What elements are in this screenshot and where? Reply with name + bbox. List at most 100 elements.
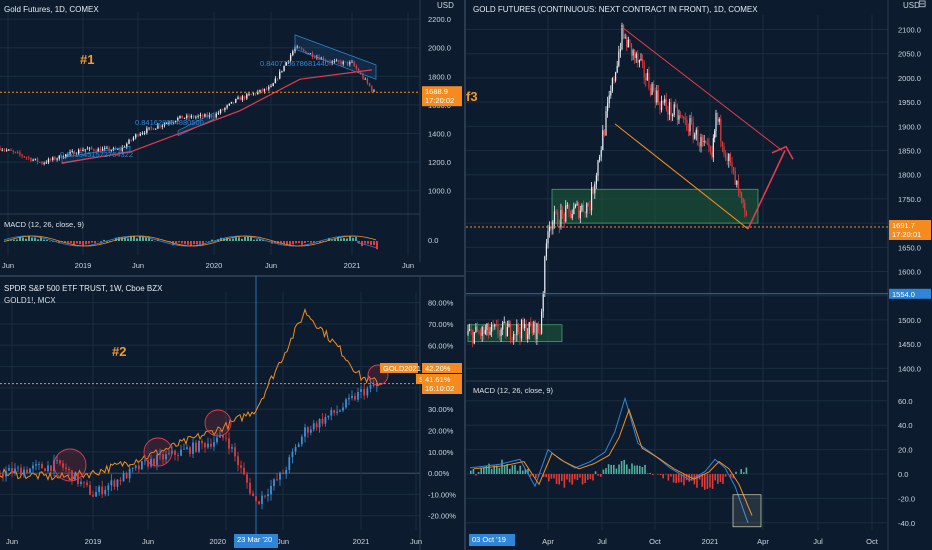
pane1-macd-bar	[127, 238, 129, 241]
pane3-macd-bar	[509, 468, 511, 474]
pane3-macd-bar	[597, 474, 599, 476]
pane1-macd-bar	[241, 238, 243, 241]
pane1-candle	[283, 65, 285, 71]
pane3-candle	[700, 137, 702, 147]
pane3-macd-bar	[641, 466, 644, 474]
pane2-spy-candle	[327, 415, 330, 418]
pane3-macd-bar	[600, 474, 602, 477]
pane1-candle	[84, 149, 86, 151]
pane1-macd-bar	[43, 239, 45, 241]
pane1-candle	[265, 88, 268, 90]
pane3-candle	[553, 211, 556, 223]
pane3-macd-bar	[706, 474, 709, 489]
pane2-subtitle: GOLD1!, MCX	[4, 296, 56, 305]
pane3-candle	[643, 62, 645, 78]
pane2-pct-tick: 80.00%	[428, 299, 454, 308]
pane3-candle	[717, 112, 719, 122]
pane3-macd-bar	[618, 464, 620, 474]
pane1-candle	[148, 127, 150, 129]
pane1-macd-bar	[142, 236, 144, 241]
pane1-candle	[152, 128, 155, 130]
pane1-macd-tick: 0.0	[428, 236, 438, 245]
pane3-maximize-icon[interactable]: ⊟	[918, 0, 927, 10]
pane1-x-tick: 2019	[75, 261, 92, 270]
pane2-spy-candle	[240, 465, 242, 468]
pane2-spy-candle	[2, 474, 4, 477]
pane1-macd-bar	[130, 236, 132, 241]
pane3-macd-bar	[711, 474, 714, 489]
pane3-candle	[505, 322, 507, 337]
pane3-candle	[492, 324, 494, 327]
pane3-x-tick: Apr	[757, 537, 769, 546]
pane1-macd-bar	[151, 239, 153, 241]
pane3-currency[interactable]: USD	[903, 1, 920, 10]
pane1-candle	[143, 132, 146, 134]
pane1-candle	[298, 46, 301, 49]
pane3-candle	[592, 187, 594, 194]
pane1-candle	[95, 150, 97, 152]
pane3-candle	[630, 43, 633, 56]
pane3-x-tick: Jul	[597, 537, 607, 546]
pane2-spy-candle	[59, 460, 61, 464]
pane3-candle	[668, 102, 671, 115]
pane3-macd-bar	[519, 465, 521, 474]
pane3-candle	[473, 332, 475, 344]
pane1-macd-bar	[229, 239, 231, 241]
pane2-spy-candle	[14, 468, 16, 474]
pane1-macd-bar	[211, 239, 213, 241]
pane3-macd-bar	[620, 461, 623, 474]
pane1-macd-bar	[136, 238, 138, 241]
pane2-tag-spy-value-text: 41.61%	[425, 375, 451, 384]
pane1-channel-3	[294, 34, 377, 80]
pane2-spy-candle	[150, 458, 152, 467]
pane3-candle	[530, 322, 532, 327]
pane1-fib-label-2: 0.840715678681440	[260, 59, 329, 68]
pane1-macd-bar	[31, 237, 33, 241]
pane2-spy-candle	[101, 486, 104, 495]
pane1-candle	[192, 115, 195, 118]
pane3-macd-bar	[485, 465, 488, 474]
pane3-candle	[589, 205, 591, 211]
pane3-candle	[697, 129, 699, 146]
pane1-x-tick: Jun	[265, 261, 277, 270]
pane1-candle	[54, 157, 56, 160]
pane3-candle	[640, 58, 642, 60]
pane2-spy-candle	[47, 465, 49, 472]
pane2-spy-candle	[65, 467, 67, 470]
pane1-candle	[219, 109, 222, 113]
pane3-candle	[686, 119, 688, 130]
pane1-macd-label: MACD (12, 26, close, 9)	[4, 220, 85, 229]
pane2-spy-candle	[324, 417, 327, 424]
pane3-candle	[653, 83, 655, 91]
pane1-candle	[179, 115, 181, 118]
pane3-candle	[651, 83, 653, 95]
pane3-candle	[626, 36, 628, 48]
pane2-tag-gold-value-text: 42.20%	[425, 364, 451, 373]
pane3-macd-bar	[490, 468, 493, 474]
pane1-macd-bar	[199, 241, 201, 245]
pane1-price-tick: 1000.0	[428, 187, 451, 196]
pane3-candle	[506, 327, 508, 337]
pane3-candle	[486, 323, 488, 331]
pane2-spy-candle	[291, 451, 294, 458]
pane3-macd-tick: -20.0	[898, 494, 915, 503]
pane1-macd-bar	[370, 241, 372, 246]
pane1-currency[interactable]: USD	[437, 1, 454, 10]
pane1-macd-bar	[247, 236, 249, 241]
pane1-candle	[36, 158, 39, 162]
pane1-candle	[322, 57, 325, 61]
pane1-fib-label-3: 0.8413451572764322	[60, 150, 133, 159]
pane1-candle	[19, 152, 21, 155]
pane1-candle	[91, 147, 93, 150]
pane1-candle	[65, 154, 67, 158]
pane1-candle	[195, 116, 197, 118]
pane1-candle	[130, 139, 132, 141]
pane2-gold-line	[0, 307, 381, 481]
pane3-macd-bar	[633, 465, 636, 474]
pane3-macd-bar	[496, 465, 498, 474]
pane3-candle	[584, 211, 586, 214]
pane3-candle	[649, 87, 652, 95]
pane3-candle	[544, 256, 546, 293]
pane1-candle	[248, 94, 250, 96]
